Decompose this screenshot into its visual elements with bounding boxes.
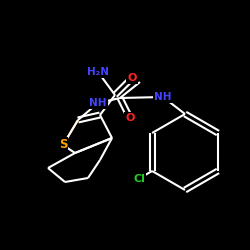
Text: O: O	[127, 73, 137, 83]
Text: H₂N: H₂N	[87, 67, 109, 77]
Text: S: S	[59, 138, 67, 151]
Text: NH: NH	[154, 92, 172, 102]
Text: Cl: Cl	[133, 174, 145, 184]
Text: O: O	[125, 113, 135, 123]
Text: NH: NH	[89, 98, 107, 108]
